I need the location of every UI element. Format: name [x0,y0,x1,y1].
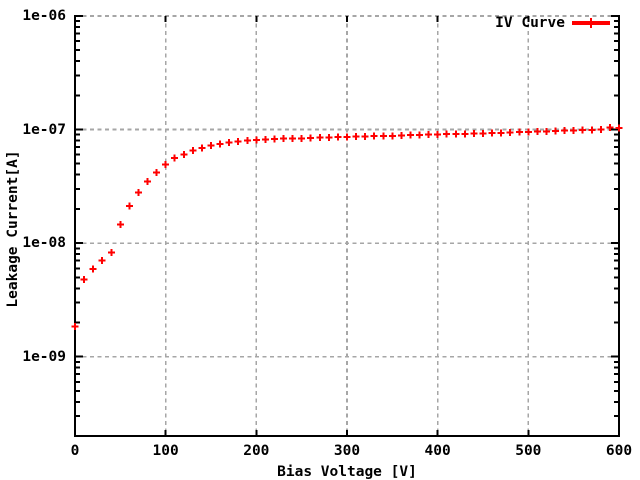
x-tick-label: 100 [152,443,179,459]
data-point-marker [452,130,460,138]
legend-label: IV Curve [495,15,565,31]
data-point-marker [352,133,360,141]
data-point-marker [171,154,179,162]
x-tick-label: 0 [70,443,80,459]
data-point-marker [307,134,315,142]
data-point-marker [216,140,224,148]
data-point-marker [552,127,560,135]
x-tick-label: 500 [515,443,542,459]
x-tick-label: 200 [243,443,270,459]
data-point-marker [615,124,623,132]
data-point-marker [370,132,378,140]
data-point-marker [134,189,142,197]
data-point-marker [425,131,433,139]
data-point-marker [107,248,115,256]
data-point-marker [388,132,396,140]
data-point-marker [180,150,188,158]
data-point-marker [434,130,442,138]
data-points [71,123,623,330]
data-point-marker [144,178,152,186]
tick-marks [74,15,620,436]
data-point-marker [71,322,79,330]
data-point-marker [80,275,88,283]
data-point-marker [506,128,514,136]
data-point-marker [488,129,496,137]
data-point-marker [153,168,161,176]
data-point-marker [570,126,578,134]
data-point-marker [470,130,478,138]
data-point-marker [416,131,424,139]
x-tick-label: 300 [333,443,361,459]
y-tick-label: 1e-06 [22,8,66,24]
y-axis-title: Leakage Current[A] [5,150,21,308]
data-point-marker [116,220,124,228]
data-point-marker [461,130,469,138]
data-point-marker [379,132,387,140]
data-point-marker [298,134,306,142]
data-point-marker [198,144,206,152]
data-point-marker [443,130,451,138]
x-tick-label: 400 [424,443,451,459]
data-point-marker [234,137,242,145]
y-tick-label: 1e-07 [22,121,66,138]
data-point-marker [561,127,569,135]
data-point-marker [316,134,324,142]
y-tick-label: 1e-08 [22,235,66,252]
data-point-marker [579,126,587,134]
x-axis-title: Bias Voltage [V] [277,464,417,480]
data-point-marker [533,128,541,136]
data-point-marker [479,129,487,137]
data-point-marker [280,135,288,143]
data-point-marker [334,133,342,141]
data-point-marker [189,146,197,154]
legend-sample [572,18,610,28]
data-point-marker [524,128,532,136]
data-point-marker [207,142,215,150]
data-point-marker [361,132,369,140]
data-point-marker [588,126,596,134]
data-point-marker [515,128,523,136]
data-point-marker [162,160,170,168]
data-point-marker [606,123,614,131]
data-point-marker [225,138,233,146]
x-tick-label: 600 [605,443,633,459]
data-point-marker [243,137,251,145]
data-point-marker [261,135,269,143]
y-tick-label: 1e-09 [22,348,66,365]
data-point-marker [125,202,133,210]
data-point-marker [343,133,351,141]
data-point-marker [497,129,505,137]
data-point-marker [597,126,605,134]
data-point-marker [542,127,550,135]
data-point-marker [252,136,260,144]
grid-lines [75,15,620,436]
data-point-marker [89,265,97,273]
data-point-marker [98,257,106,265]
data-point-marker [406,131,414,139]
data-point-marker [397,132,405,140]
data-point-marker [325,133,333,141]
data-point-marker [289,134,297,142]
data-point-marker [270,135,278,143]
